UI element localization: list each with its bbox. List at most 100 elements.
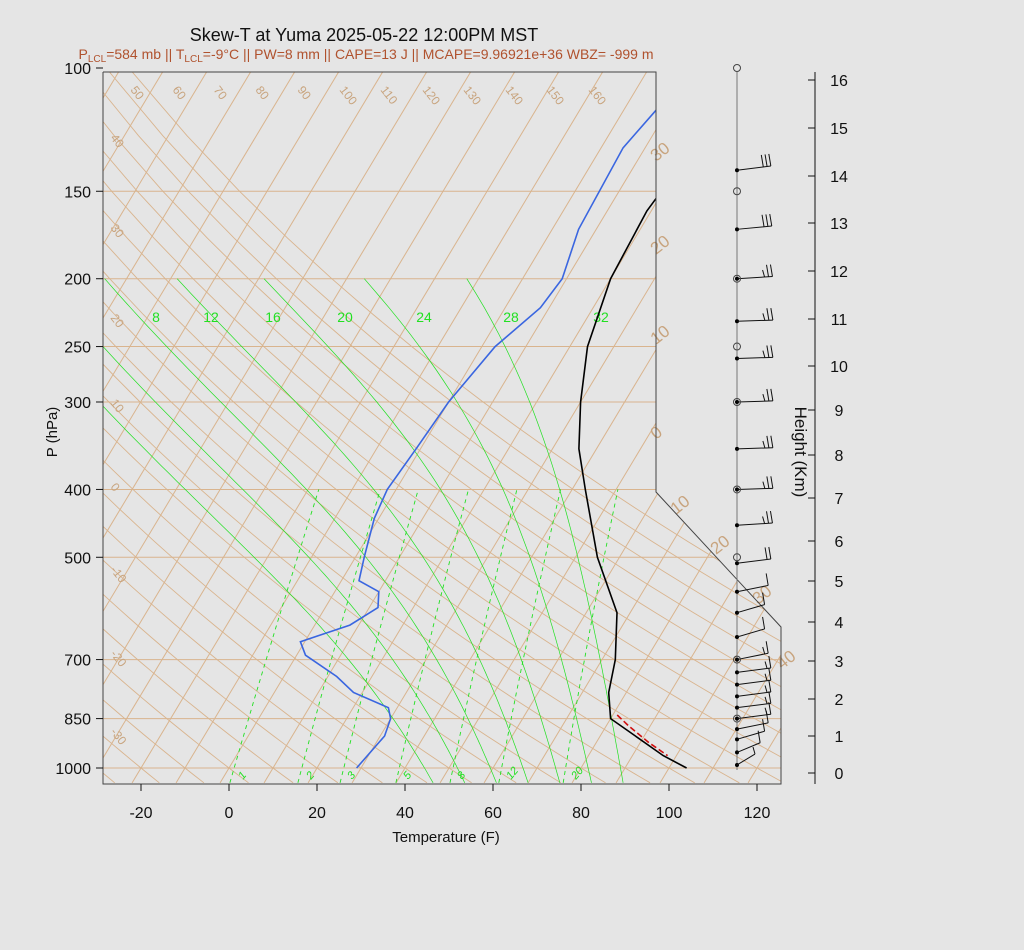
wind-barb-flag — [765, 641, 769, 654]
moist-adiabat-line — [263, 278, 561, 783]
wind-barb-flag — [770, 435, 774, 448]
moist-adiabat-label: 20 — [337, 309, 353, 325]
moist-adiabat-line — [104, 278, 497, 783]
dry-adiabat-line — [103, 72, 781, 784]
isotherm-line — [571, 72, 781, 784]
isotherm-line — [103, 72, 342, 784]
dry-adiabat-line — [103, 72, 606, 784]
moist-adiabat-line — [176, 278, 529, 783]
isotherm-line — [659, 72, 781, 784]
isotherm-line — [103, 72, 386, 784]
mixing-ratio-line — [395, 489, 469, 783]
wind-level-circle — [733, 274, 741, 283]
wind-barb-flag — [762, 592, 766, 605]
pressure-tick-label: 200 — [64, 272, 91, 289]
wind-barb-flag — [766, 435, 770, 448]
wind-barb-shaft — [736, 225, 772, 230]
plot-frame — [102, 71, 782, 785]
wind-barb-shaft — [736, 702, 771, 709]
wind-barb-flag — [762, 269, 766, 278]
plot-area — [103, 72, 781, 784]
subtitle-p-lcl-val: =584 mb || T — [106, 46, 185, 62]
subtitle-rest: =-9°C || PW=8 mm || CAPE=13 J || MCAPE=9… — [203, 46, 654, 62]
pressure-tick-label: 700 — [64, 653, 91, 670]
wind-barb-shaft — [736, 319, 773, 322]
wind-barb-shaft — [736, 400, 773, 403]
isotherm-line — [103, 72, 210, 784]
height-tick-label: 6 — [835, 534, 844, 551]
temperature-tick-label: 0 — [225, 805, 234, 822]
grid-layer — [103, 72, 781, 784]
moist-adiabat-line — [364, 278, 592, 783]
wind-barb-shaft — [736, 691, 771, 697]
x-axis-label: Temperature (F) — [392, 829, 500, 846]
dry-adiabat-line — [103, 72, 562, 784]
height-tick-label: 9 — [835, 403, 844, 420]
isotherm-line — [103, 72, 430, 784]
height-tick-label: 12 — [830, 264, 848, 281]
dry-adiabat-line — [103, 72, 428, 784]
wind-level-circle — [733, 64, 741, 72]
mixing-ratio-line — [498, 489, 562, 783]
wind-barb-flag — [764, 547, 768, 560]
parcel-line — [616, 714, 669, 757]
mixing-ratio-line — [562, 489, 619, 783]
pressure-tick-label: 150 — [64, 184, 91, 201]
isotherm-line — [219, 72, 650, 784]
height-tick-label: 3 — [835, 654, 844, 671]
wind-barb-flag — [770, 476, 774, 489]
dry-adiabat-line — [103, 72, 249, 784]
wind-barb-flag — [770, 345, 774, 358]
dry-adiabat-line — [103, 72, 651, 784]
wind-barb-shaft — [736, 558, 771, 564]
wind-barb-shaft — [736, 447, 773, 450]
wind-barb-shaft — [736, 584, 769, 593]
wind-barb-shaft — [736, 356, 773, 359]
wind-level-circle — [733, 655, 741, 664]
temperature-tick-label: -20 — [129, 805, 152, 822]
wind-barb-flag — [768, 679, 772, 693]
wind-barb-flag — [764, 154, 768, 167]
height-tick-label: 7 — [835, 491, 844, 508]
wind-barb-shaft — [736, 679, 771, 686]
wind-barb-flag — [760, 154, 764, 168]
isotherm-line — [703, 72, 781, 784]
height-tick-label: 4 — [835, 615, 844, 632]
dry-adiabat-line — [103, 72, 781, 784]
height-tick-label: 10 — [830, 359, 848, 376]
temperature-tick-label: 20 — [308, 805, 326, 822]
wind-barb-shaft — [736, 753, 756, 766]
wind-level-circle — [733, 397, 741, 406]
wind-level-circle — [733, 553, 741, 562]
isotherm-line — [103, 72, 254, 784]
wind-barb-shaft — [736, 604, 765, 614]
wind-barb-flag — [768, 668, 772, 681]
mixing-ratio-line — [229, 489, 320, 783]
wind-barb-flag — [769, 264, 773, 277]
pressure-tick-label: 500 — [64, 550, 91, 567]
mixing-ratio-line — [449, 489, 518, 783]
moist-adiabat-line — [466, 278, 624, 783]
chart-subtitle: PLCL=584 mb || TLCL=-9°C || PW=8 mm || C… — [78, 46, 653, 65]
wind-barb-flag — [764, 685, 768, 693]
wind-barb-flag — [766, 345, 770, 358]
dry-adiabat-line — [103, 72, 781, 784]
subtitle-p-lcl-sub: LCL — [88, 54, 107, 65]
dry-adiabat-line — [103, 72, 383, 784]
dry-adiabat-line — [103, 72, 781, 784]
dewpoint-line — [299, 72, 694, 769]
wind-barb-shaft — [736, 522, 773, 526]
wind-barb-flag — [770, 308, 774, 321]
wind-barb-flag — [768, 546, 772, 560]
moist-adiabat-label: 32 — [593, 309, 609, 325]
wind-barb-flag — [762, 616, 766, 630]
dry-adiabat-line — [103, 72, 294, 784]
isotherm-line — [103, 72, 518, 784]
isotherm-line — [131, 72, 562, 784]
wind-barb-flag — [765, 214, 769, 227]
wind-barb-shaft — [736, 667, 771, 673]
wind-barb-layer — [733, 64, 774, 770]
wind-barb-shaft — [736, 628, 765, 638]
